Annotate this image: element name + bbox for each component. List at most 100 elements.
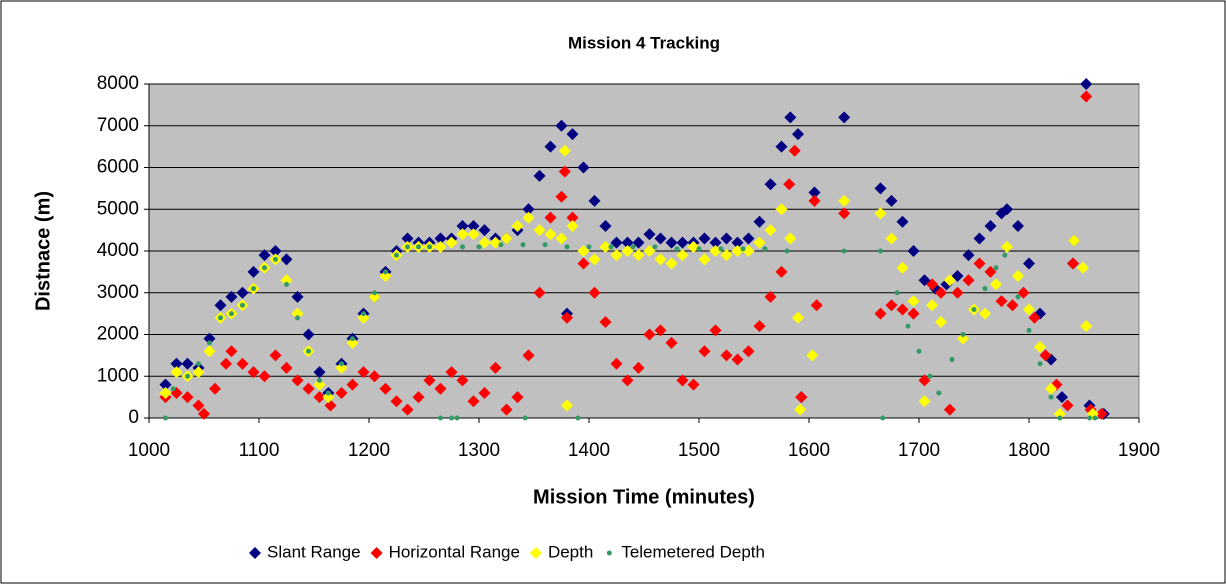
data-point	[838, 194, 851, 207]
data-point	[577, 245, 590, 257]
data-point	[335, 361, 348, 374]
data-point	[784, 248, 790, 254]
data-point	[918, 374, 931, 387]
data-point	[339, 361, 344, 367]
data-point	[251, 286, 256, 292]
data-point	[709, 236, 722, 249]
data-point	[588, 286, 601, 299]
data-point	[742, 232, 755, 245]
data-point	[159, 378, 172, 391]
data-point	[170, 366, 183, 379]
data-point	[566, 211, 579, 224]
data-point	[427, 244, 432, 250]
data-point	[927, 373, 933, 379]
data-point	[456, 228, 469, 241]
data-point	[1067, 257, 1079, 270]
data-point	[632, 236, 645, 249]
legend-label: Depth	[548, 542, 593, 561]
data-point	[960, 332, 966, 337]
data-point	[740, 246, 746, 252]
data-point	[379, 270, 392, 283]
data-point	[1037, 361, 1043, 367]
y-tick-label: 3000	[97, 282, 139, 303]
data-point	[555, 190, 568, 203]
data-point	[943, 403, 956, 416]
data-point	[561, 311, 573, 324]
data-point	[434, 232, 447, 245]
data-point	[198, 407, 210, 420]
data-point	[1023, 303, 1035, 316]
data-point	[262, 265, 267, 271]
data-point	[313, 378, 326, 391]
data-point	[951, 286, 964, 299]
data-point	[957, 332, 969, 345]
data-point	[181, 357, 194, 370]
data-point	[324, 399, 337, 412]
legend-label: Slant Range	[267, 542, 361, 561]
data-point	[885, 232, 898, 245]
data-point	[990, 278, 1002, 291]
data-point	[775, 140, 788, 153]
x-tick-label: 1200	[348, 440, 390, 461]
data-point	[306, 348, 311, 354]
data-point	[181, 391, 194, 404]
data-point	[209, 382, 221, 395]
data-point	[621, 374, 634, 387]
data-point	[1076, 261, 1089, 274]
data-point	[577, 257, 590, 270]
data-point	[949, 357, 955, 363]
legend-marker	[249, 547, 261, 559]
data-point	[412, 391, 425, 404]
data-point	[709, 324, 722, 337]
data-point	[325, 390, 331, 396]
data-point	[962, 249, 975, 262]
data-point	[885, 194, 898, 207]
data-point	[936, 390, 942, 396]
data-point	[522, 203, 535, 216]
data-point	[522, 349, 535, 362]
data-point	[511, 391, 524, 404]
data-point	[1039, 349, 1052, 362]
data-point	[1057, 415, 1063, 421]
data-point	[608, 244, 614, 250]
data-point	[610, 236, 623, 249]
data-point	[291, 290, 304, 303]
data-point	[784, 232, 797, 245]
x-tick-label: 1300	[458, 440, 500, 461]
data-point	[561, 399, 573, 412]
data-point	[449, 415, 454, 421]
data-point	[291, 374, 304, 387]
data-point	[654, 324, 667, 337]
data-point	[1095, 407, 1108, 420]
data-point	[885, 299, 898, 312]
data-point	[1080, 320, 1093, 333]
data-point	[674, 246, 680, 252]
data-point	[192, 366, 205, 379]
data-point	[467, 395, 480, 408]
data-point	[764, 224, 777, 237]
data-point	[240, 302, 245, 308]
data-point	[907, 295, 920, 308]
data-point	[566, 128, 579, 141]
data-point	[357, 311, 370, 324]
data-point	[926, 278, 939, 291]
y-tick-label: 8000	[97, 73, 139, 94]
x-tick-label: 1400	[568, 440, 610, 461]
data-point	[357, 366, 370, 379]
data-point	[907, 307, 920, 320]
data-point	[1080, 78, 1093, 90]
data-point	[742, 345, 755, 358]
data-point	[220, 357, 232, 370]
data-point	[416, 244, 421, 250]
data-point	[1028, 311, 1041, 324]
data-point	[926, 299, 939, 312]
data-point	[544, 228, 557, 241]
data-point	[610, 249, 623, 262]
data-point	[874, 182, 887, 195]
data-point	[654, 253, 667, 266]
data-point	[841, 248, 847, 254]
data-point	[405, 244, 410, 250]
data-point	[792, 311, 804, 324]
data-point	[784, 111, 797, 124]
